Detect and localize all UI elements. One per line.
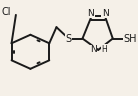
Text: SH: SH [124, 34, 137, 44]
Text: S: S [66, 34, 72, 44]
Text: Cl: Cl [2, 7, 11, 17]
Text: N: N [102, 9, 109, 18]
Text: H: H [101, 45, 107, 54]
Text: N: N [90, 45, 96, 54]
Text: N: N [88, 9, 94, 18]
